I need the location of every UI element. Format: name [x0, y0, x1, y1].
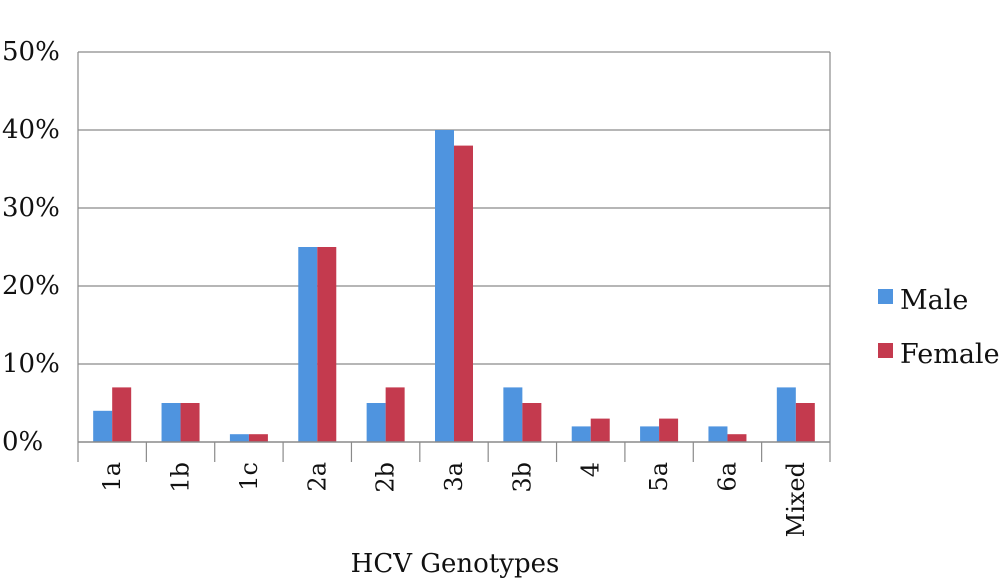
x-tick-label: 2b — [372, 462, 400, 493]
y-tick-label: 40% — [2, 115, 60, 145]
x-tick-label: 3a — [440, 462, 468, 492]
y-tick-label: 10% — [2, 349, 60, 379]
bar-male-1c — [229, 434, 249, 442]
x-tick-label: Mixed — [782, 462, 810, 537]
x-tick-label: 3b — [508, 462, 536, 493]
bar-female-5a — [659, 418, 679, 442]
legend-swatch-male — [878, 289, 893, 304]
legend-label-female: Female — [900, 339, 1000, 370]
bars — [93, 130, 815, 442]
bar-male-3a — [435, 130, 454, 442]
x-tick-label: 2a — [303, 462, 331, 492]
legend: Male Female — [878, 285, 1000, 370]
x-tick-label: 6a — [713, 462, 741, 492]
bar-male-mixed — [776, 387, 796, 442]
bar-male-5a — [640, 426, 660, 442]
bar-female-3a — [454, 145, 473, 442]
bar-female-3b — [522, 403, 542, 442]
x-tick-label: 5a — [645, 462, 673, 492]
bar-female-2b — [385, 387, 405, 442]
y-tick-label: 20% — [2, 271, 60, 301]
y-tick-label: 0% — [2, 427, 43, 457]
bar-male-4 — [571, 426, 591, 442]
x-tick-label: 1b — [167, 462, 195, 493]
x-tick-label: 1c — [235, 462, 263, 491]
bar-male-1b — [161, 403, 181, 442]
x-axis-ticks: 1a 1b 1c 2a 2b 3a 3b 4 5a 6a Mixed — [77, 442, 831, 537]
bar-female-4 — [590, 418, 610, 442]
y-tick-label: 50% — [2, 37, 60, 67]
bar-female-mixed — [795, 403, 815, 442]
bar-female-6a — [727, 434, 747, 442]
bar-male-3b — [503, 387, 523, 442]
bar-male-2a — [298, 247, 318, 442]
legend-label-male: Male — [900, 285, 968, 316]
legend-swatch-female — [878, 343, 893, 358]
bar-female-1a — [112, 387, 132, 442]
bar-male-1a — [93, 410, 113, 442]
y-axis-ticks: 0% 10% 20% 30% 40% 50% — [2, 37, 60, 457]
bar-female-1c — [248, 434, 268, 442]
x-tick-label: 4 — [577, 462, 605, 477]
bar-male-2b — [366, 403, 386, 442]
bar-female-2a — [317, 247, 337, 442]
x-tick-label: 1a — [98, 462, 126, 492]
bar-male-6a — [708, 426, 728, 442]
x-axis-title: HCV Genotypes — [351, 549, 560, 579]
y-tick-label: 30% — [2, 193, 60, 223]
bar-female-1b — [180, 403, 200, 442]
